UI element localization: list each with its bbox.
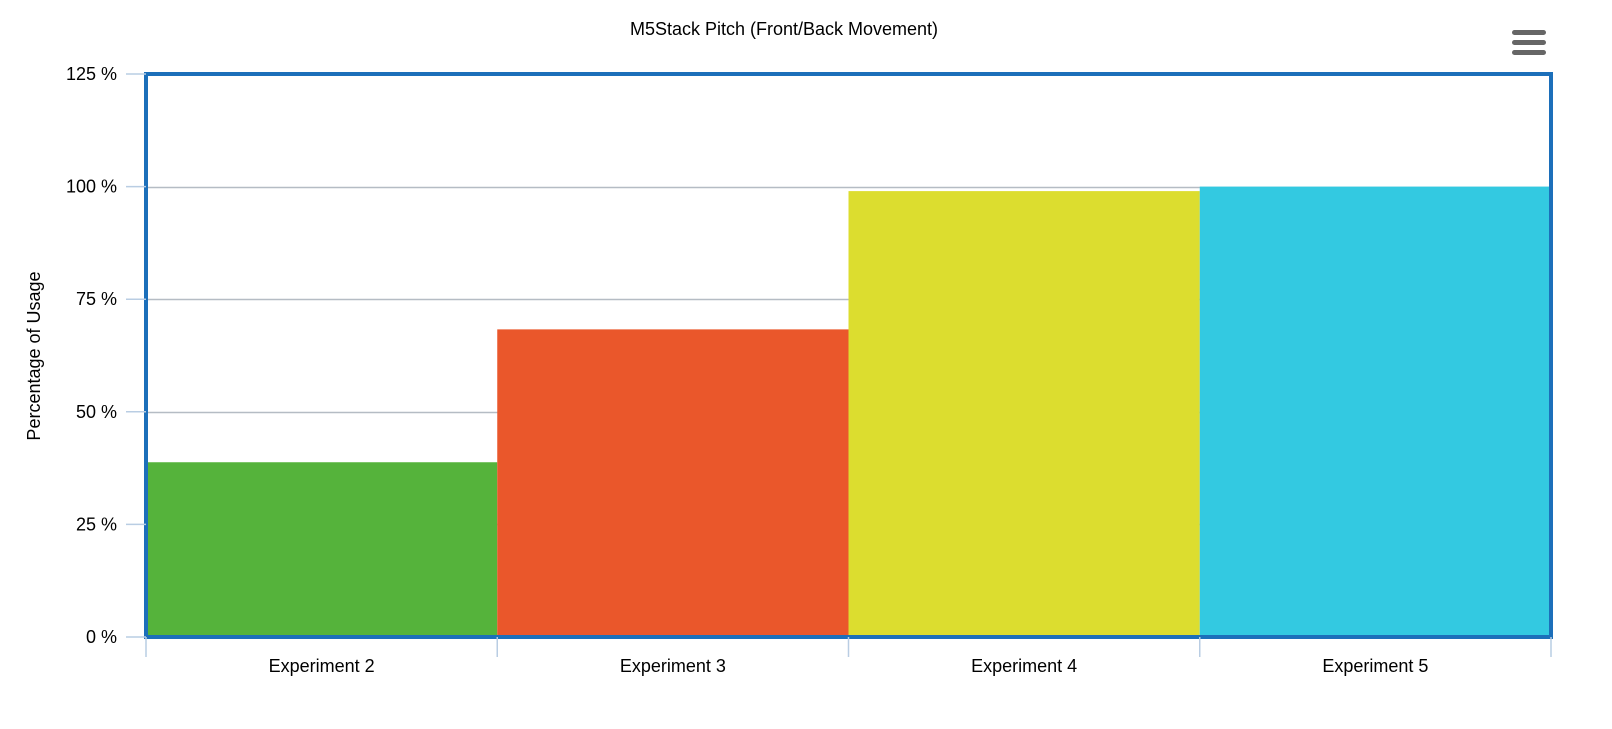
y-tick-label: 100 %	[66, 177, 117, 197]
bars	[146, 186, 1551, 637]
y-tick-label: 25 %	[76, 514, 117, 534]
x-tick-label: Experiment 4	[971, 656, 1077, 676]
bar-experiment-2[interactable]	[146, 462, 498, 637]
x-tick-label: Experiment 2	[269, 656, 375, 676]
y-tick-label: 50 %	[76, 402, 117, 422]
y-axis: 0 % 25 % 50 % 75 % 100 % 125 %	[66, 64, 146, 647]
bar-experiment-4[interactable]	[848, 191, 1200, 637]
y-tick-label: 75 %	[76, 289, 117, 309]
x-axis: Experiment 2 Experiment 3 Experiment 4 Expe…	[145, 637, 1552, 676]
x-tick-label: Experiment 3	[620, 656, 726, 676]
hamburger-menu-icon	[1512, 30, 1546, 55]
y-tick-label: 0 %	[86, 627, 117, 647]
chart-menu-button[interactable]	[1508, 26, 1550, 60]
chart-title: M5Stack Pitch (Front/Back Movement)	[630, 19, 938, 39]
bar-experiment-3[interactable]	[497, 329, 849, 637]
x-tick-label: Experiment 5	[1322, 656, 1428, 676]
y-tick-label: 125 %	[66, 64, 117, 84]
bar-experiment-5[interactable]	[1199, 186, 1551, 637]
y-axis-title: Percentage of Usage	[24, 271, 44, 440]
